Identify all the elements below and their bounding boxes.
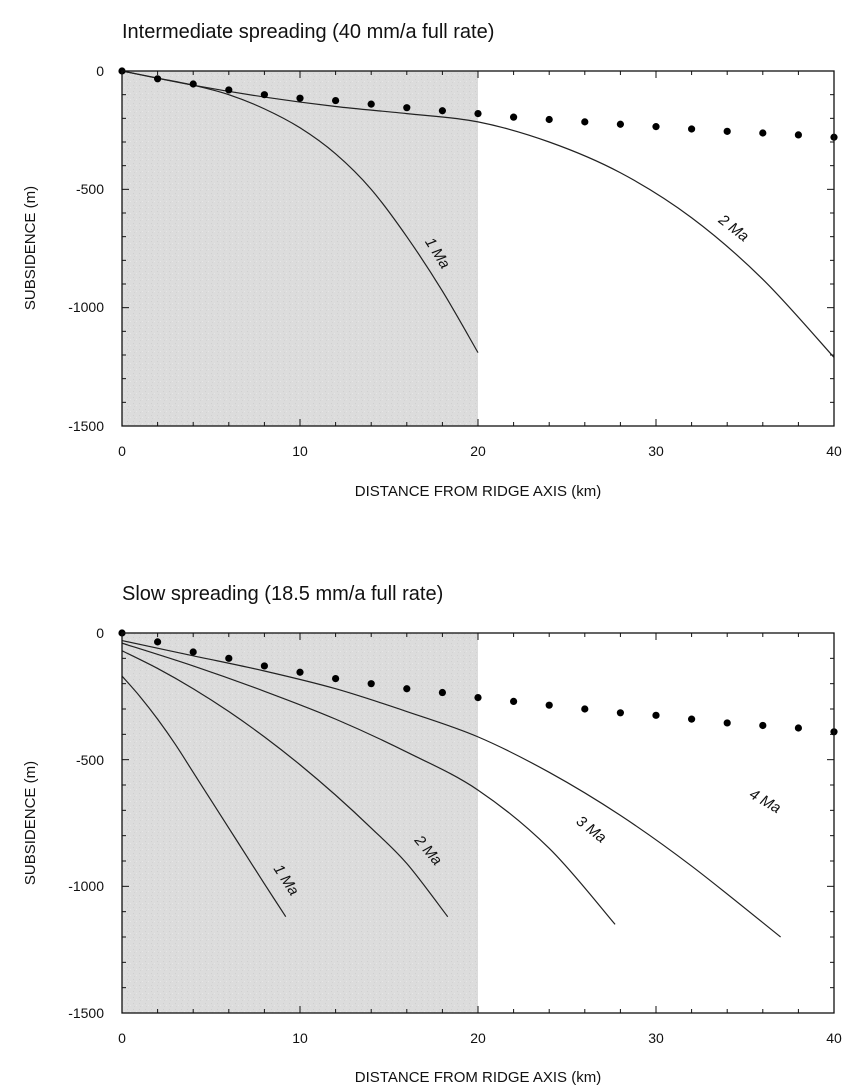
data-point — [652, 123, 660, 131]
data-point — [225, 654, 233, 662]
data-point — [652, 711, 660, 719]
curves — [121, 70, 835, 358]
x-tick-label: 20 — [470, 443, 486, 459]
x-tick-label: 10 — [292, 1030, 308, 1046]
data-point — [403, 104, 411, 112]
y-axis-label: SUBSIDENCE (m) — [22, 761, 39, 885]
data-point — [154, 75, 162, 83]
data-point — [509, 113, 518, 121]
data-point — [509, 697, 518, 706]
data-point — [581, 705, 589, 713]
y-tick-label: -1000 — [68, 878, 104, 894]
x-axis-label: DISTANCE FROM RIDGE AXIS (km) — [355, 483, 601, 500]
x-tick-label: 30 — [648, 1030, 664, 1046]
plot-frame — [121, 70, 835, 427]
x-tick-label: 10 — [292, 443, 308, 459]
data-point — [367, 100, 375, 108]
data-point — [296, 668, 304, 676]
shaded-region — [122, 71, 478, 426]
x-tick-label: 0 — [118, 1030, 126, 1046]
data-point — [723, 719, 731, 727]
shaded-region — [122, 633, 478, 1013]
data-point — [260, 91, 268, 99]
curves — [121, 640, 781, 938]
y-tick-label: -1500 — [68, 418, 104, 434]
y-tick-label: 0 — [96, 63, 104, 79]
y-tick-label: -500 — [76, 752, 104, 768]
data-point — [688, 715, 696, 723]
data-point — [189, 648, 197, 656]
x-tick-label: 20 — [470, 1030, 486, 1046]
series-line — [121, 642, 616, 925]
series-line — [121, 675, 287, 918]
chart-title: Slow spreading (18.5 mm/a full rate) — [122, 583, 443, 605]
x-tick-label: 30 — [648, 443, 664, 459]
x-tick-label: 40 — [826, 443, 842, 459]
panel-intermediate: Intermediate spreading (40 mm/a full rat… — [22, 21, 842, 500]
y-tick-label: -500 — [76, 181, 104, 197]
dots — [118, 629, 838, 736]
y-tick-label: -1500 — [68, 1005, 104, 1021]
data-point — [545, 701, 553, 709]
series-line — [121, 70, 835, 358]
x-tick-label: 0 — [118, 443, 126, 459]
data-point — [759, 721, 767, 730]
x-tick-label: 40 — [826, 1030, 842, 1046]
data-point — [616, 709, 625, 717]
data-point — [545, 115, 553, 124]
data-point — [616, 120, 625, 128]
data-point — [403, 685, 411, 693]
data-point — [474, 694, 482, 702]
data-point — [367, 680, 375, 688]
data-point — [794, 131, 803, 139]
series-line — [121, 640, 781, 938]
chart-title: Intermediate spreading (40 mm/a full rat… — [122, 21, 494, 43]
data-point — [438, 107, 446, 115]
panel-slow: Slow spreading (18.5 mm/a full rate) 1 M… — [22, 583, 842, 1086]
y-axis-label: SUBSIDENCE (m) — [22, 186, 39, 310]
data-point — [225, 86, 233, 94]
curve-label: 4 Ma — [746, 786, 783, 817]
y-tick-label: 0 — [96, 625, 104, 641]
data-point — [688, 125, 696, 133]
data-point — [296, 94, 304, 102]
data-point — [723, 127, 731, 135]
data-point — [154, 638, 162, 646]
curve-label: 3 Ma — [573, 813, 610, 847]
data-point — [260, 662, 268, 670]
series-line — [121, 650, 449, 918]
x-axis-label: DISTANCE FROM RIDGE AXIS (km) — [355, 1069, 601, 1086]
data-point — [581, 118, 589, 126]
y-tick-label: -1000 — [68, 299, 104, 315]
dots — [118, 67, 838, 141]
data-point — [189, 80, 197, 88]
data-point — [438, 688, 446, 697]
data-point — [332, 675, 340, 683]
data-point — [794, 724, 803, 732]
data-point — [759, 129, 767, 137]
plot-frame — [121, 632, 835, 1014]
data-point — [474, 110, 482, 118]
ticks — [121, 70, 835, 427]
data-point — [332, 96, 340, 105]
